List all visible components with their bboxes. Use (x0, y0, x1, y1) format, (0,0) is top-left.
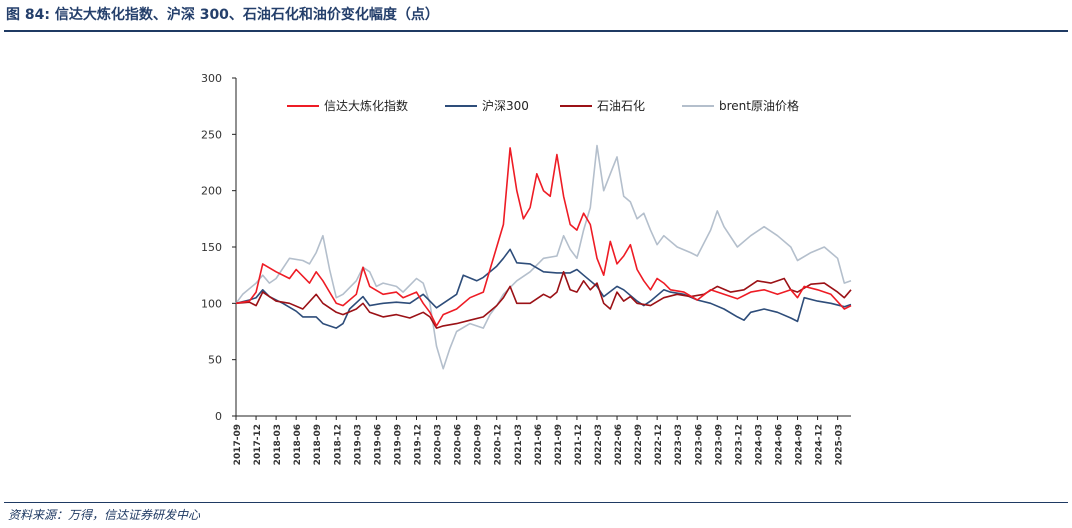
x-tick-label: 2022-06 (614, 424, 624, 465)
x-tick-label: 2020-06 (454, 424, 464, 465)
x-tick-label: 2019-12 (413, 424, 423, 465)
source-note: 资料来源：万得，信达证券研发中心 (8, 508, 201, 522)
y-tick-label: 300 (201, 72, 222, 85)
series-line-3 (235, 144, 852, 370)
top-rule (4, 30, 1068, 32)
figure-title-bar: 图 84: 信达大炼化指数、沪深 300、石油石化和油价变化幅度（点） (6, 4, 1066, 30)
figure-title: 图 84: 信达大炼化指数、沪深 300、石油石化和油价变化幅度（点） (6, 7, 439, 23)
x-axis: 2017-09 2017-12 2018-03 2018-06 2018-09 2018-… (233, 415, 851, 465)
x-tick-label: 2023-12 (734, 424, 744, 465)
x-tick-label: 2021-06 (534, 424, 544, 465)
series-line-0 (235, 147, 852, 327)
y-tick-label: 200 (201, 185, 222, 198)
x-tick-label: 2024-12 (815, 424, 825, 465)
legend-label: 石油石化 (597, 99, 645, 113)
x-tick-label: 2017-09 (233, 424, 243, 465)
x-tick-label: 2022-03 (594, 424, 604, 465)
x-tick-label: 2019-09 (393, 424, 403, 465)
legend: 信达大炼化指数 沪深300 石油石化 brent原油价格 (287, 98, 799, 113)
x-tick-label: 2020-12 (494, 424, 504, 465)
legend-label: 沪深300 (482, 99, 529, 113)
x-tick-label: 2020-03 (434, 424, 444, 465)
y-axis: 0 50 100 150 200 250 300 (201, 72, 237, 423)
x-tick-label: 2018-06 (293, 424, 303, 465)
x-tick-label: 2024-03 (754, 424, 764, 465)
y-tick-label: 150 (201, 241, 222, 254)
y-tick-label: 50 (208, 354, 222, 367)
x-tick-label: 2023-06 (694, 424, 704, 465)
x-tick-label: 2021-03 (514, 424, 524, 465)
legend-label: 信达大炼化指数 (324, 98, 408, 113)
series-line-1 (235, 248, 852, 329)
line-chart: 0 50 100 150 200 250 300 2017-09 2017-12 2018-03… (201, 72, 852, 465)
x-tick-label: 2018-09 (313, 424, 323, 465)
x-tick-label: 2021-09 (554, 424, 564, 465)
y-tick-label: 0 (215, 410, 222, 423)
x-tick-label: 2018-03 (273, 424, 283, 465)
x-tick-label: 2023-09 (714, 424, 724, 465)
x-tick-label: 2021-12 (574, 424, 584, 465)
x-tick-label: 2017-12 (253, 424, 263, 465)
x-tick-label: 2020-09 (474, 424, 484, 465)
x-tick-label: 2022-12 (654, 424, 664, 465)
legend-label: brent原油价格 (719, 98, 799, 113)
bottom-rule (4, 502, 1068, 503)
x-tick-label: 2019-03 (353, 424, 363, 465)
x-tick-label: 2023-03 (674, 424, 684, 465)
x-tick-label: 2019-06 (373, 424, 383, 465)
x-tick-label: 2025-03 (835, 424, 845, 465)
x-tick-label: 2022-09 (634, 424, 644, 465)
x-tick-label: 2024-06 (774, 424, 784, 465)
x-tick-label: 2024-09 (795, 424, 805, 465)
y-tick-label: 250 (201, 128, 222, 141)
series-line-2 (235, 271, 852, 329)
x-tick-label: 2018-12 (333, 424, 343, 465)
series-group (235, 144, 852, 370)
y-tick-label: 100 (201, 297, 222, 310)
